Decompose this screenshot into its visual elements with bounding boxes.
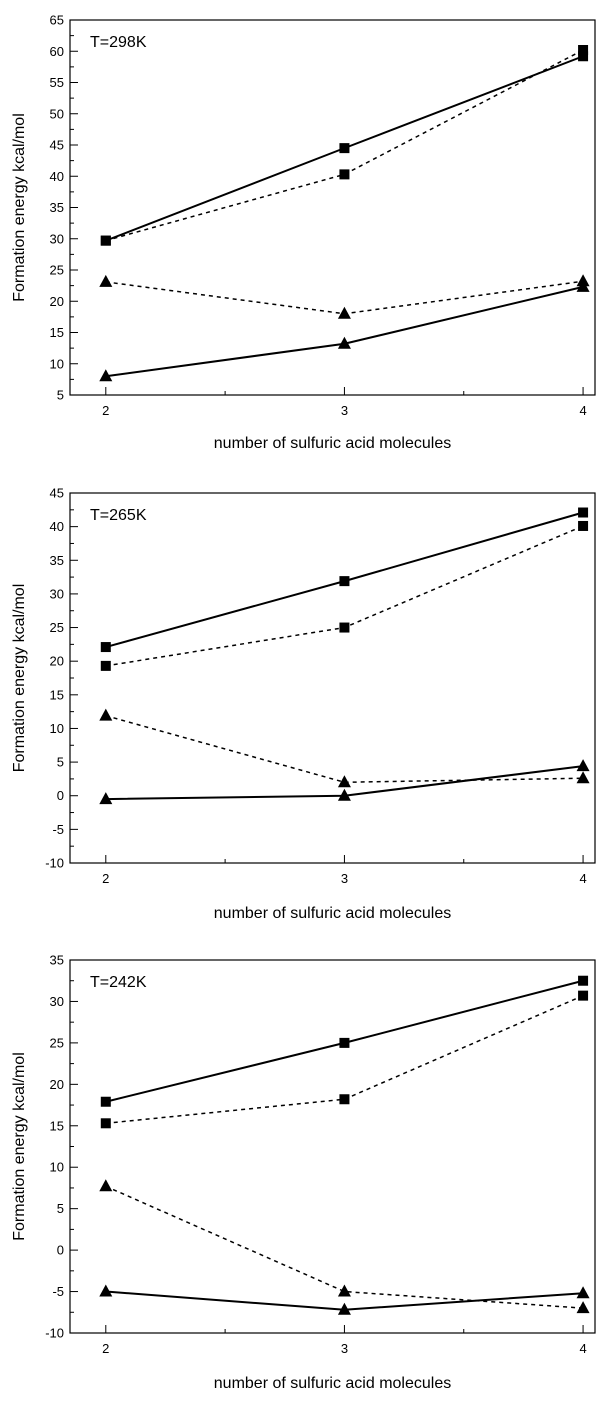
- triangle-marker: [337, 336, 351, 349]
- y-tick-label: 60: [50, 44, 64, 59]
- triangle-marker: [337, 1284, 351, 1297]
- series-line-4: [105, 285, 584, 378]
- square-marker: [100, 1096, 111, 1107]
- temperature-label: T=265K: [90, 507, 147, 524]
- plot-frame: [69, 19, 596, 396]
- y-tick-label: 15: [50, 325, 64, 340]
- y-tick-label: 50: [50, 106, 64, 121]
- y-tick-label: -10: [45, 1326, 64, 1341]
- triangle-marker: [337, 775, 351, 788]
- y-tick-label: -5: [52, 1284, 64, 1299]
- triangle-marker: [337, 306, 351, 319]
- triangle-marker: [576, 1286, 590, 1299]
- square-marker: [578, 51, 589, 62]
- y-tick-label: 10: [50, 356, 64, 371]
- series-line-3: [105, 714, 584, 784]
- chart-panel-2: -10 -5 0 5 10 15 20 25 30 35 40 45 2 3 4 number of sulf…: [11, 486, 596, 922]
- square-marker: [100, 235, 111, 246]
- square-marker: [100, 1118, 111, 1129]
- y-tick-label: 40: [50, 169, 64, 184]
- series-line-2: [105, 525, 584, 667]
- triangle-marker: [99, 1284, 113, 1297]
- y-tick-label: 30: [50, 586, 64, 601]
- triangle-marker: [337, 788, 351, 801]
- y-tick-label: 10: [50, 721, 64, 736]
- x-tick-label: 2: [102, 871, 109, 886]
- triangle-marker: [99, 274, 113, 287]
- y-tick-label: 5: [57, 755, 64, 770]
- y-tick-label: 20: [50, 294, 64, 309]
- y-tick-label: 10: [50, 1160, 64, 1175]
- x-tick-label: 4: [579, 1341, 586, 1356]
- y-tick-label: 45: [50, 486, 64, 501]
- y-tick-label: 25: [50, 1035, 64, 1050]
- triangle-marker: [576, 759, 590, 772]
- square-marker: [339, 143, 350, 154]
- y-tick-label: 35: [50, 953, 64, 968]
- y-tick-label: 25: [50, 263, 64, 278]
- square-marker: [339, 169, 350, 180]
- plot-frame: [69, 959, 596, 1334]
- y-tick-label: 35: [50, 553, 64, 568]
- x-axis-label: number of sulfuric acid molecules: [214, 435, 451, 452]
- triangle-marker: [576, 771, 590, 784]
- plot-frame: [69, 492, 596, 864]
- temperature-label: T=242K: [90, 974, 147, 991]
- x-tick-label: 2: [102, 403, 109, 418]
- y-tick-label: 30: [50, 231, 64, 246]
- triangle-marker: [99, 792, 113, 805]
- square-marker: [339, 576, 350, 587]
- temperature-label: T=298K: [90, 34, 147, 51]
- square-marker: [578, 507, 589, 518]
- square-marker: [578, 975, 589, 986]
- y-tick-label: 65: [50, 13, 64, 28]
- y-tick-label: -5: [52, 822, 64, 837]
- x-tick-label: 4: [579, 871, 586, 886]
- y-axis-label: Formation energy kcal/mol: [11, 113, 28, 302]
- triangle-marker: [576, 1301, 590, 1314]
- square-marker: [578, 45, 589, 55]
- triangle-marker: [99, 708, 113, 721]
- triangle-marker: [99, 369, 113, 382]
- y-tick-label: 5: [57, 388, 64, 403]
- square-marker: [339, 1094, 350, 1105]
- square-marker: [339, 1037, 350, 1048]
- triangle-marker: [576, 279, 590, 292]
- square-marker: [578, 990, 589, 1001]
- y-tick-label: 0: [57, 1243, 64, 1258]
- triangle-marker: [99, 1179, 113, 1192]
- y-tick-label: 25: [50, 620, 64, 635]
- y-tick-label: 15: [50, 1118, 64, 1133]
- y-tick-label: -10: [45, 856, 64, 871]
- x-tick-label: 3: [341, 871, 348, 886]
- y-tick-label: 20: [50, 1077, 64, 1092]
- y-tick-label: 35: [50, 200, 64, 215]
- x-tick-label: 3: [341, 403, 348, 418]
- x-tick-label: 4: [579, 403, 586, 418]
- y-tick-label: 5: [57, 1201, 64, 1216]
- x-axis-label: number of sulfuric acid molecules: [214, 1375, 451, 1392]
- x-axis-label: number of sulfuric acid molecules: [214, 905, 451, 922]
- square-marker: [578, 520, 589, 531]
- y-tick-label: 40: [50, 519, 64, 534]
- y-tick-label: 20: [50, 654, 64, 669]
- y-tick-label: 0: [57, 788, 64, 803]
- square-marker: [100, 642, 111, 653]
- y-tick-label: 45: [50, 138, 64, 153]
- chart-panel-1: 5 10 15 20 25 30 35 40 45 50 55 60 65 2 3 4 number of su…: [11, 13, 596, 452]
- x-tick-label: 2: [102, 1341, 109, 1356]
- y-axis-label: Formation energy kcal/mol: [11, 584, 28, 773]
- square-marker: [100, 660, 111, 671]
- y-tick-label: 30: [50, 994, 64, 1009]
- x-tick-label: 3: [341, 1341, 348, 1356]
- series-line-2: [105, 49, 584, 242]
- y-tick-label: 15: [50, 687, 64, 702]
- square-marker: [339, 622, 350, 633]
- y-axis-label: Formation energy kcal/mol: [11, 1052, 28, 1241]
- triangle-marker: [337, 1302, 351, 1315]
- y-tick-label: 55: [50, 75, 64, 90]
- chart-panel-3: -10 -5 0 5 10 15 20 25 30 35 2 3 4 number of sulfuric…: [11, 953, 596, 1392]
